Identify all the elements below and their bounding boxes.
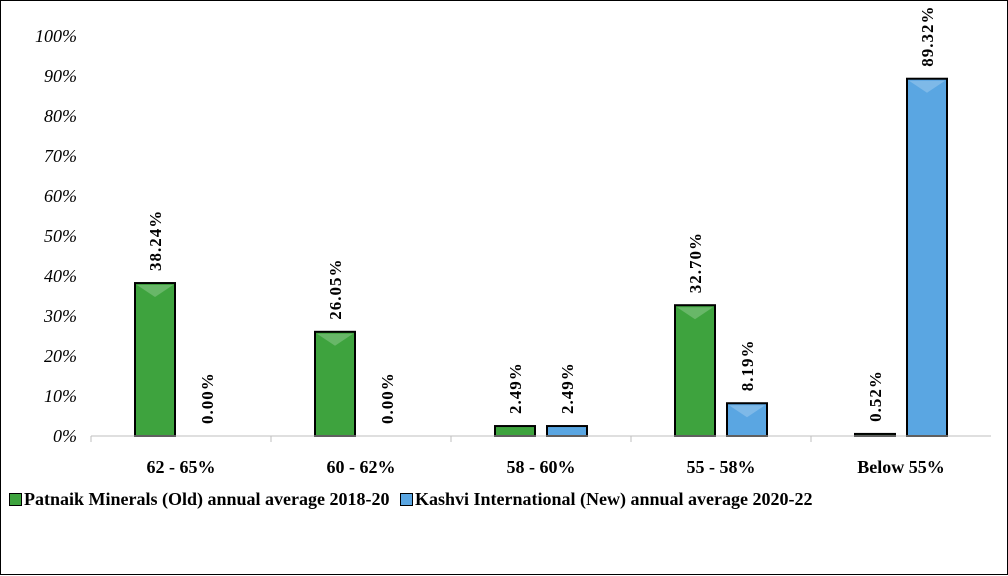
y-tick-label: 60% [44,186,77,206]
data-label: 0.00% [198,372,217,424]
data-label: 26.05% [326,259,345,320]
data-label: 0.52% [866,370,885,422]
y-tick-label: 80% [44,106,77,126]
data-label: 2.49% [506,362,525,414]
y-tick-label: 0% [53,426,77,446]
legend-swatch-patnaik [9,493,22,506]
legend-label-patnaik: Patnaik Minerals (Old) annual average 20… [24,489,390,509]
data-label: 8.19% [738,339,757,391]
x-tick-label: 55 - 58% [687,457,756,477]
x-tick-label: 60 - 62% [327,457,396,477]
bar-kashvi [906,77,948,437]
x-axis: 62 - 65% 60 - 62% 58 - 60% 55 - 58% Below 55… [90,435,991,477]
x-tick-label: 58 - 60% [507,457,576,477]
bar-bevel [729,405,765,418]
y-tick-label: 40% [44,266,77,286]
y-tick-label: 70% [44,146,77,166]
data-label: 89.32% [918,5,937,66]
bar-bevel [137,285,173,298]
data-label: 2.49% [558,362,577,414]
data-label: 32.70% [686,232,705,293]
bar-patnaik [314,330,356,437]
y-tick-label: 100% [35,26,77,46]
bar-bevel [317,333,353,346]
y-tick-label: 50% [44,226,77,246]
y-tick-label: 90% [44,66,77,86]
data-labels: 38.24% 0.00% 26.05% 0.00% 2.49% 2.49% 32.70% 8.… [146,5,937,424]
data-label: 38.24% [146,210,165,271]
y-tick-label: 20% [44,346,77,366]
y-tick-label: 10% [44,386,77,406]
legend-label-kashvi: Kashvi International (New) annual averag… [415,489,813,509]
bar-patnaik [134,282,176,438]
x-tick-label: Below 55% [857,457,945,477]
bar-bevel [677,307,713,320]
bar-bevel [909,80,945,93]
legend-item-kashvi: Kashvi International (New) annual averag… [400,489,813,510]
data-label: 0.00% [378,372,397,424]
y-tick-label: 30% [43,306,77,326]
x-tick-label: 62 - 65% [147,457,216,477]
bar-kashvi [546,425,588,438]
legend-item-patnaik: Patnaik Minerals (Old) annual average 20… [9,489,390,510]
y-axis: 0% 10% 20% 30% 40% 50% 60% 70% 80% 90% 100% [35,26,77,446]
bar-kashvi [726,402,768,437]
legend-swatch-kashvi [400,493,413,506]
bars [134,77,948,438]
bar-patnaik [674,304,716,438]
legend: Patnaik Minerals (Old) annual average 20… [9,489,813,511]
bar-patnaik [494,425,536,438]
